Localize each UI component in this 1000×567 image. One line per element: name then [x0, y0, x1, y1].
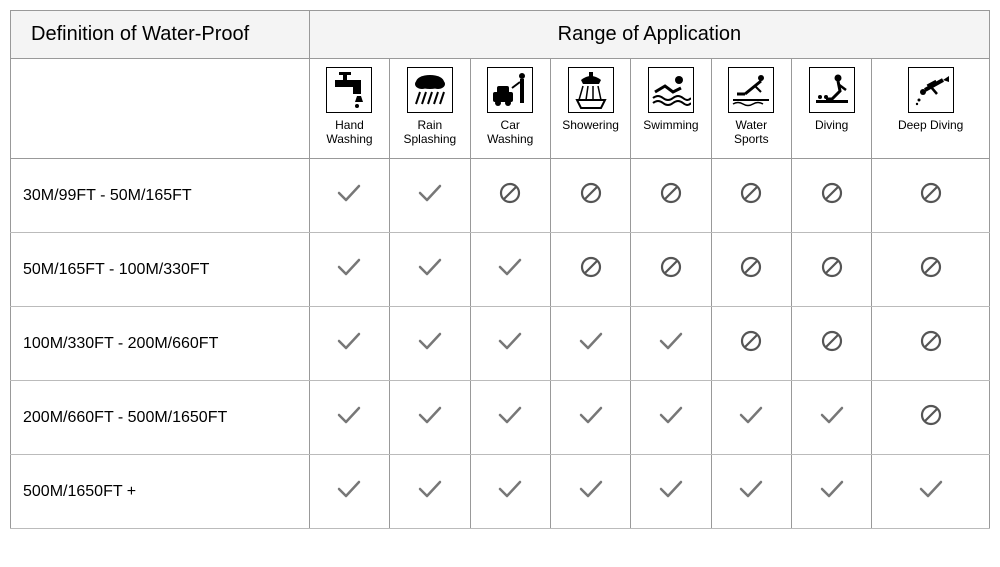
table-row: 200M/660FT - 500M/1650FT [11, 381, 990, 455]
activity-header-diving: Diving [791, 59, 871, 159]
check-icon [309, 455, 389, 529]
forbidden-icon [711, 159, 791, 233]
forbidden-icon [872, 233, 990, 307]
forbidden-icon [711, 307, 791, 381]
forbidden-icon [470, 159, 550, 233]
activity-header-water-sports: WaterSports [711, 59, 791, 159]
depth-range-label: 100M/330FT - 200M/660FT [11, 307, 310, 381]
forbidden-icon [791, 307, 871, 381]
activity-label: Diving [792, 119, 871, 133]
activity-header-deep-diving: Deep Diving [872, 59, 990, 159]
swimming-icon [648, 67, 694, 113]
forbidden-icon [791, 159, 871, 233]
check-icon [550, 455, 630, 529]
table-row: 100M/330FT - 200M/660FT [11, 307, 990, 381]
activity-header-hand-washing: HandWashing [309, 59, 389, 159]
table-row: 50M/165FT - 100M/330FT [11, 233, 990, 307]
activity-label: WaterSports [712, 119, 791, 147]
activity-label: Deep Diving [872, 119, 989, 133]
check-icon [631, 307, 711, 381]
check-icon [309, 381, 389, 455]
depth-range-label: 50M/165FT - 100M/330FT [11, 233, 310, 307]
activity-header-showering: Showering [550, 59, 630, 159]
forbidden-icon [872, 381, 990, 455]
check-icon [791, 381, 871, 455]
check-icon [470, 381, 550, 455]
check-icon [390, 159, 470, 233]
car-washing-icon [487, 67, 533, 113]
check-icon [470, 233, 550, 307]
depth-range-label: 30M/99FT - 50M/165FT [11, 159, 310, 233]
forbidden-icon [872, 307, 990, 381]
check-icon [631, 381, 711, 455]
activity-label: CarWashing [471, 119, 550, 147]
waterproof-table: Definition of Water-Proof Range of Appli… [10, 10, 990, 529]
forbidden-icon [550, 159, 630, 233]
check-icon [390, 455, 470, 529]
blank-header-cell [11, 59, 310, 159]
check-icon [309, 307, 389, 381]
check-icon [550, 381, 630, 455]
table-row: 30M/99FT - 50M/165FT [11, 159, 990, 233]
header-definition: Definition of Water-Proof [11, 11, 310, 59]
forbidden-icon [711, 233, 791, 307]
check-icon [791, 455, 871, 529]
water-sports-icon [728, 67, 774, 113]
check-icon [631, 455, 711, 529]
activity-label: Showering [551, 119, 630, 133]
rain-splashing-icon [407, 67, 453, 113]
forbidden-icon [872, 159, 990, 233]
activity-header-swimming: Swimming [631, 59, 711, 159]
check-icon [390, 307, 470, 381]
check-icon [309, 159, 389, 233]
forbidden-icon [631, 233, 711, 307]
hand-washing-icon [326, 67, 372, 113]
check-icon [470, 455, 550, 529]
activity-label: HandWashing [310, 119, 389, 147]
check-icon [550, 307, 630, 381]
forbidden-icon [791, 233, 871, 307]
table-row: 500M/1650FT + [11, 455, 990, 529]
diving-icon [809, 67, 855, 113]
depth-range-label: 200M/660FT - 500M/1650FT [11, 381, 310, 455]
check-icon [872, 455, 990, 529]
activity-label: RainSplashing [390, 119, 469, 147]
deep-diving-icon [908, 67, 954, 113]
showering-icon [568, 67, 614, 113]
depth-range-label: 500M/1650FT + [11, 455, 310, 529]
check-icon [309, 233, 389, 307]
header-range: Range of Application [309, 11, 989, 59]
check-icon [390, 381, 470, 455]
activity-header-car-washing: CarWashing [470, 59, 550, 159]
activity-label: Swimming [631, 119, 710, 133]
check-icon [390, 233, 470, 307]
check-icon [470, 307, 550, 381]
activity-header-rain-splashing: RainSplashing [390, 59, 470, 159]
check-icon [711, 455, 791, 529]
check-icon [711, 381, 791, 455]
forbidden-icon [631, 159, 711, 233]
forbidden-icon [550, 233, 630, 307]
